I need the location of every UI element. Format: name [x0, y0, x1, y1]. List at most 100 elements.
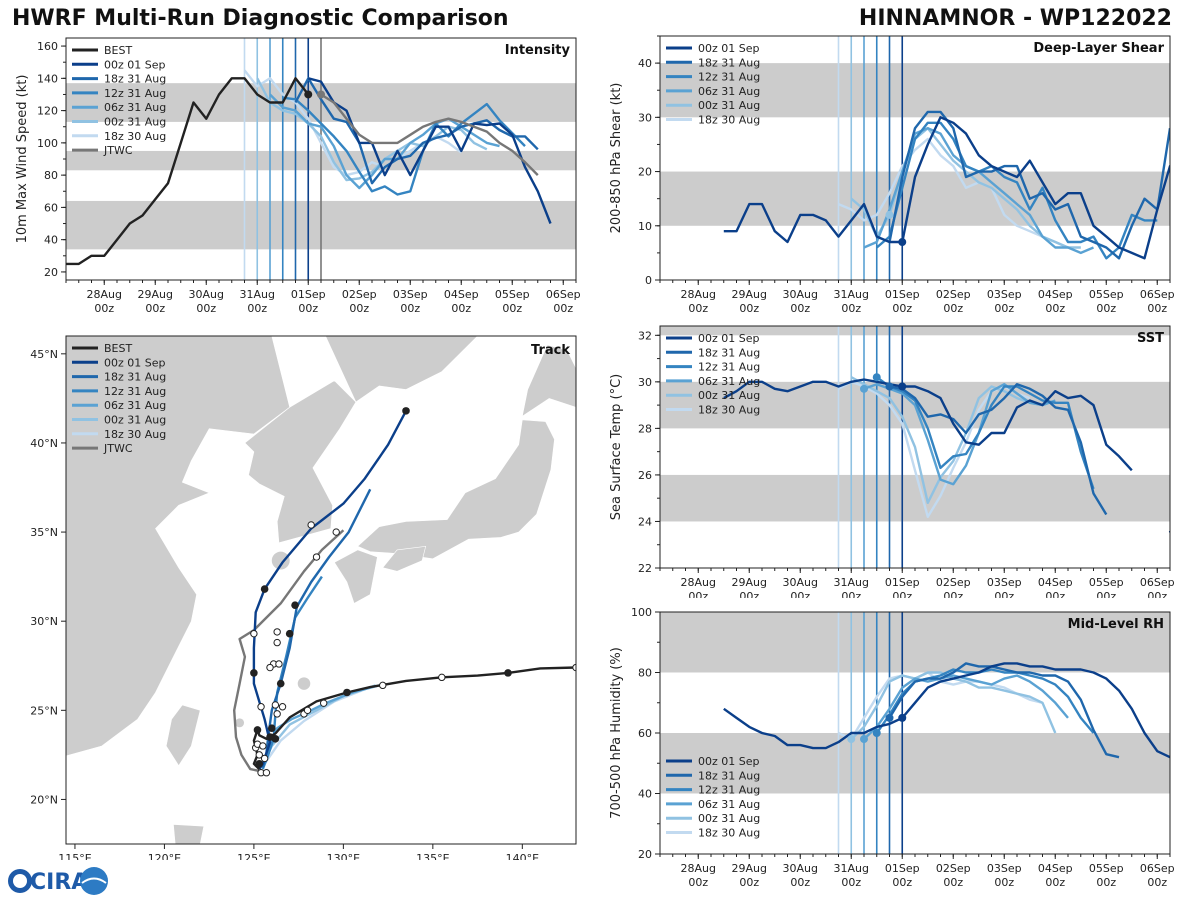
y-tick-label: 20: [638, 848, 652, 861]
x-tick-label-date: 31Aug: [240, 288, 275, 301]
x-tick-label-hour: 00z: [688, 590, 708, 598]
land-island: [271, 551, 290, 570]
legend-entry-12z-31-aug: 12z 31 Aug: [698, 361, 760, 374]
logo-text: CIRA: [30, 870, 88, 895]
track-point-open: [260, 754, 269, 763]
x-tick-label-date: 04Sep: [1038, 288, 1073, 301]
land-japan-honshu: [357, 419, 555, 560]
lon-tick-label: 140°E: [506, 852, 539, 860]
x-tick-label-date: 31Aug: [834, 862, 869, 875]
legend-entry-00z-31-aug: 00z 31 Aug: [104, 414, 166, 427]
track-point-filled: [260, 585, 269, 593]
threshold-band: [660, 326, 1170, 336]
y-tick-label: 100: [37, 137, 58, 150]
x-tick-label-date: 01Sep: [885, 288, 920, 301]
x-tick-label-date: 06Sep: [1140, 288, 1175, 301]
track-point-filled: [266, 733, 274, 741]
x-tick-label-date: 30Aug: [783, 576, 818, 589]
x-tick-label-hour: 00z: [994, 590, 1014, 598]
x-tick-label-date: 06Sep: [1140, 862, 1175, 875]
track-point-open: [278, 703, 287, 711]
y-tick-label: 10: [638, 220, 652, 233]
x-tick-label-hour: 00z: [994, 302, 1014, 315]
series-line-00z-01-sep: [307, 77, 552, 224]
track-point-filled: [504, 669, 512, 677]
legend-entry-18z-31-aug: 18z 31 Aug: [104, 371, 166, 384]
track-point-filled: [250, 669, 258, 677]
track-line-jtwc: [233, 529, 345, 773]
x-tick-label-date: 02Sep: [936, 288, 971, 301]
x-tick-label-date: 05Sep: [1089, 862, 1124, 875]
land-korea: [244, 380, 357, 544]
track-point-open: [303, 706, 312, 715]
threshold-band: [660, 612, 1170, 673]
legend-entry-00z-31-aug: 00z 31 Aug: [698, 389, 760, 402]
land-russia-east: [325, 336, 479, 403]
y-tick-label: 24: [638, 515, 652, 528]
y-tick-label: 60: [638, 727, 652, 740]
init-marker-00z-31-aug: [847, 735, 856, 744]
track-point-open: [257, 703, 265, 711]
lat-tick-label: 25°N: [30, 704, 58, 717]
x-tick-label-hour: 00z: [892, 590, 912, 598]
y-tick-label: 160: [37, 40, 58, 53]
track-point-open: [438, 673, 446, 682]
lon-tick-label: 125°E: [237, 852, 270, 860]
track-line-18z-31-aug: [261, 488, 372, 768]
y-tick-label: 80: [638, 667, 652, 680]
track-point-open: [273, 638, 281, 647]
series-line-00z-01-sep: [723, 116, 1170, 260]
x-tick-label-date: 02Sep: [936, 576, 971, 589]
init-marker-00z-01-sep: [898, 238, 907, 247]
y-tick-label: 40: [638, 57, 652, 70]
init-marker-06z-31-aug: [860, 735, 868, 744]
x-tick-label-date: 05Sep: [1089, 288, 1124, 301]
x-tick-label-date: 28Aug: [681, 576, 716, 589]
map-frame: [65, 335, 577, 845]
x-tick-label-hour: 00z: [943, 590, 963, 598]
intensity-chart: 2040608010012014016028Aug00z29Aug00z30Au…: [15, 37, 581, 315]
x-tick-label-hour: 00z: [1045, 302, 1065, 315]
init-marker-jtwc: [317, 90, 325, 99]
y-axis-label: 200-850 hPa Shear (kt): [609, 83, 624, 234]
threshold-band: [660, 474, 1170, 522]
init-marker-12z-31-aug: [872, 373, 881, 382]
legend-entry-06z-31-aug: 06z 31 Aug: [104, 399, 166, 412]
track-point-filled: [285, 629, 294, 638]
x-tick-label-date: 06Sep: [546, 288, 581, 301]
x-tick-label-date: 01Sep: [885, 862, 920, 875]
lat-tick-label: 40°N: [30, 437, 58, 450]
x-tick-label-hour: 00z: [553, 302, 573, 315]
x-tick-label-hour: 00z: [943, 302, 963, 315]
lon-tick-label: 135°E: [416, 852, 449, 860]
series-line-12z-31-aug: [876, 121, 1158, 260]
x-tick-label-hour: 00z: [247, 302, 267, 315]
x-tick-label-date: 02Sep: [342, 288, 377, 301]
x-tick-label-date: 29Aug: [732, 576, 767, 589]
track-point-open: [271, 701, 280, 709]
y-tick-label: 26: [638, 469, 652, 482]
track-line-18z-30-aug: [263, 685, 371, 765]
panel-title: Intensity: [505, 43, 571, 58]
track-point-open: [259, 742, 267, 750]
y-axis-label: Sea Surface Temp (°C): [609, 374, 624, 521]
y-tick-label: 60: [44, 201, 58, 214]
legend-entry-18z-31-aug: 18z 31 Aug: [698, 56, 760, 69]
lat-tick-label: 45°N: [30, 348, 58, 361]
series-line-00z-01-sep: [723, 378, 1170, 535]
x-tick-label-hour: 00z: [451, 302, 471, 315]
land-taiwan: [165, 704, 201, 767]
legend-entry-12z-31-aug: 12z 31 Aug: [104, 87, 166, 100]
storm-title: HINNAMNOR - WP122022: [858, 6, 1172, 31]
y-tick-label: 140: [37, 72, 58, 85]
y-axis-label: 10m Max Wind Speed (kt): [15, 75, 30, 244]
land-island: [297, 677, 311, 690]
legend-entry-06z-31-aug: 06z 31 Aug: [698, 375, 760, 388]
series-line-06z-31-aug: [863, 674, 1069, 740]
legend-entry-18z-30-aug: 18z 30 Aug: [698, 404, 760, 417]
x-tick-label-hour: 00z: [790, 876, 810, 889]
lat-tick-label: 30°N: [30, 615, 58, 628]
x-tick-label-hour: 00z: [145, 302, 165, 315]
legend-entry-00z-31-aug: 00z 31 Aug: [698, 812, 760, 825]
series-line-00z-01-sep: [723, 662, 1170, 759]
